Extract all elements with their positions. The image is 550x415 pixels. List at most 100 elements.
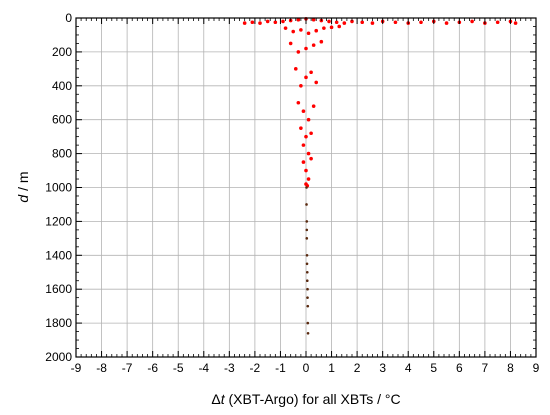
data-point: [342, 21, 347, 25]
data-point: [306, 321, 310, 325]
data-point: [311, 43, 316, 47]
y-tick-label: 200: [52, 45, 72, 59]
data-point: [304, 46, 308, 51]
data-point: [281, 19, 285, 24]
data-point: [305, 270, 309, 274]
x-tick-label: 2: [354, 361, 361, 375]
data-point: [301, 109, 306, 114]
data-point: [242, 21, 247, 25]
x-tick-label: 5: [430, 361, 437, 375]
data-point: [370, 21, 375, 25]
data-point: [306, 331, 310, 335]
y-tick-labels: 0 200 400 600 800 1000 1200 1400 1600 1800 2000: [45, 11, 72, 364]
data-point: [299, 84, 303, 88]
data-points: [242, 17, 518, 335]
data-point: [350, 19, 354, 24]
data-point: [314, 28, 319, 33]
x-tick-label: -6: [147, 361, 158, 375]
x-tick-label: -7: [122, 361, 133, 375]
data-point: [306, 296, 309, 299]
data-point: [470, 19, 474, 24]
data-point: [305, 262, 309, 266]
y-tick-label: 800: [52, 147, 72, 161]
x-tick-label: 8: [507, 361, 514, 375]
data-point: [495, 20, 500, 25]
data-point: [334, 20, 339, 25]
data-point: [265, 19, 270, 24]
data-point: [306, 151, 311, 156]
data-point: [513, 21, 518, 25]
data-point: [306, 177, 311, 181]
data-point: [301, 143, 306, 147]
y-tick-label: 1000: [45, 181, 72, 195]
data-point: [288, 41, 293, 46]
x-tick-labels: -9 -8 -7 -6 -5 -4 -3 -2 -1 0 1 2 3 4 5 6 7 8 9: [71, 361, 540, 375]
data-point: [305, 237, 309, 240]
data-point: [305, 203, 308, 206]
data-point: [299, 28, 303, 32]
data-point: [293, 67, 298, 71]
data-point: [296, 50, 301, 54]
data-point: [393, 20, 398, 25]
data-point: [309, 70, 313, 75]
x-tick-label: -5: [173, 361, 184, 375]
x-tick-label: -9: [71, 361, 82, 375]
x-tick-label: 9: [533, 361, 540, 375]
data-point: [327, 19, 331, 24]
data-point: [311, 104, 316, 108]
y-tick-label: 1400: [45, 248, 72, 262]
x-tick-label: -3: [224, 361, 235, 375]
data-point: [304, 168, 308, 173]
data-point: [314, 80, 319, 85]
data-point: [258, 21, 262, 25]
data-point: [305, 186, 308, 189]
y-tick-label: 0: [65, 11, 72, 25]
data-point: [304, 75, 308, 80]
data-point: [337, 24, 342, 29]
data-point: [329, 25, 334, 30]
data-point: [306, 304, 310, 308]
data-point: [419, 20, 423, 25]
data-point: [301, 160, 306, 164]
data-point: [305, 220, 309, 223]
data-point: [296, 100, 301, 105]
y-tick-label: 2000: [45, 350, 72, 364]
data-point: [305, 228, 309, 232]
data-point: [319, 39, 324, 44]
data-point: [444, 21, 449, 25]
data-point: [283, 26, 288, 30]
data-point: [291, 29, 296, 34]
x-tick-label: -1: [275, 361, 286, 375]
y-tick-label: 400: [52, 79, 72, 93]
data-point: [322, 26, 326, 30]
x-tick-label: 1: [328, 361, 335, 375]
data-point: [296, 17, 301, 22]
x-axis-title: Δt (XBT-Argo) for all XBTs / °C: [211, 391, 400, 407]
data-point: [306, 117, 311, 122]
data-point: [250, 20, 255, 25]
y-tick-label: 1800: [45, 316, 72, 330]
x-tick-label: 6: [456, 361, 463, 375]
x-tick-label: -2: [250, 361, 261, 375]
x-tick-label: -8: [96, 361, 107, 375]
data-point: [311, 17, 316, 22]
data-point: [306, 287, 309, 291]
data-point: [304, 134, 308, 139]
data-point: [360, 20, 365, 25]
y-tick-label: 1200: [45, 214, 72, 228]
x-tick-label: 4: [405, 361, 412, 375]
data-point: [306, 31, 311, 36]
data-point: [305, 254, 309, 257]
plot-frame: [75, 17, 537, 358]
data-point: [299, 126, 303, 130]
y-tick-label: 600: [52, 113, 72, 127]
x-tick-label: 0: [303, 361, 310, 375]
data-point: [305, 279, 309, 283]
y-axis-title: d / m: [15, 171, 31, 202]
x-tick-label: -4: [198, 361, 209, 375]
x-tick-label: 7: [482, 361, 489, 375]
data-point: [309, 156, 313, 161]
data-point: [273, 20, 278, 25]
y-tick-label: 1600: [45, 282, 72, 296]
